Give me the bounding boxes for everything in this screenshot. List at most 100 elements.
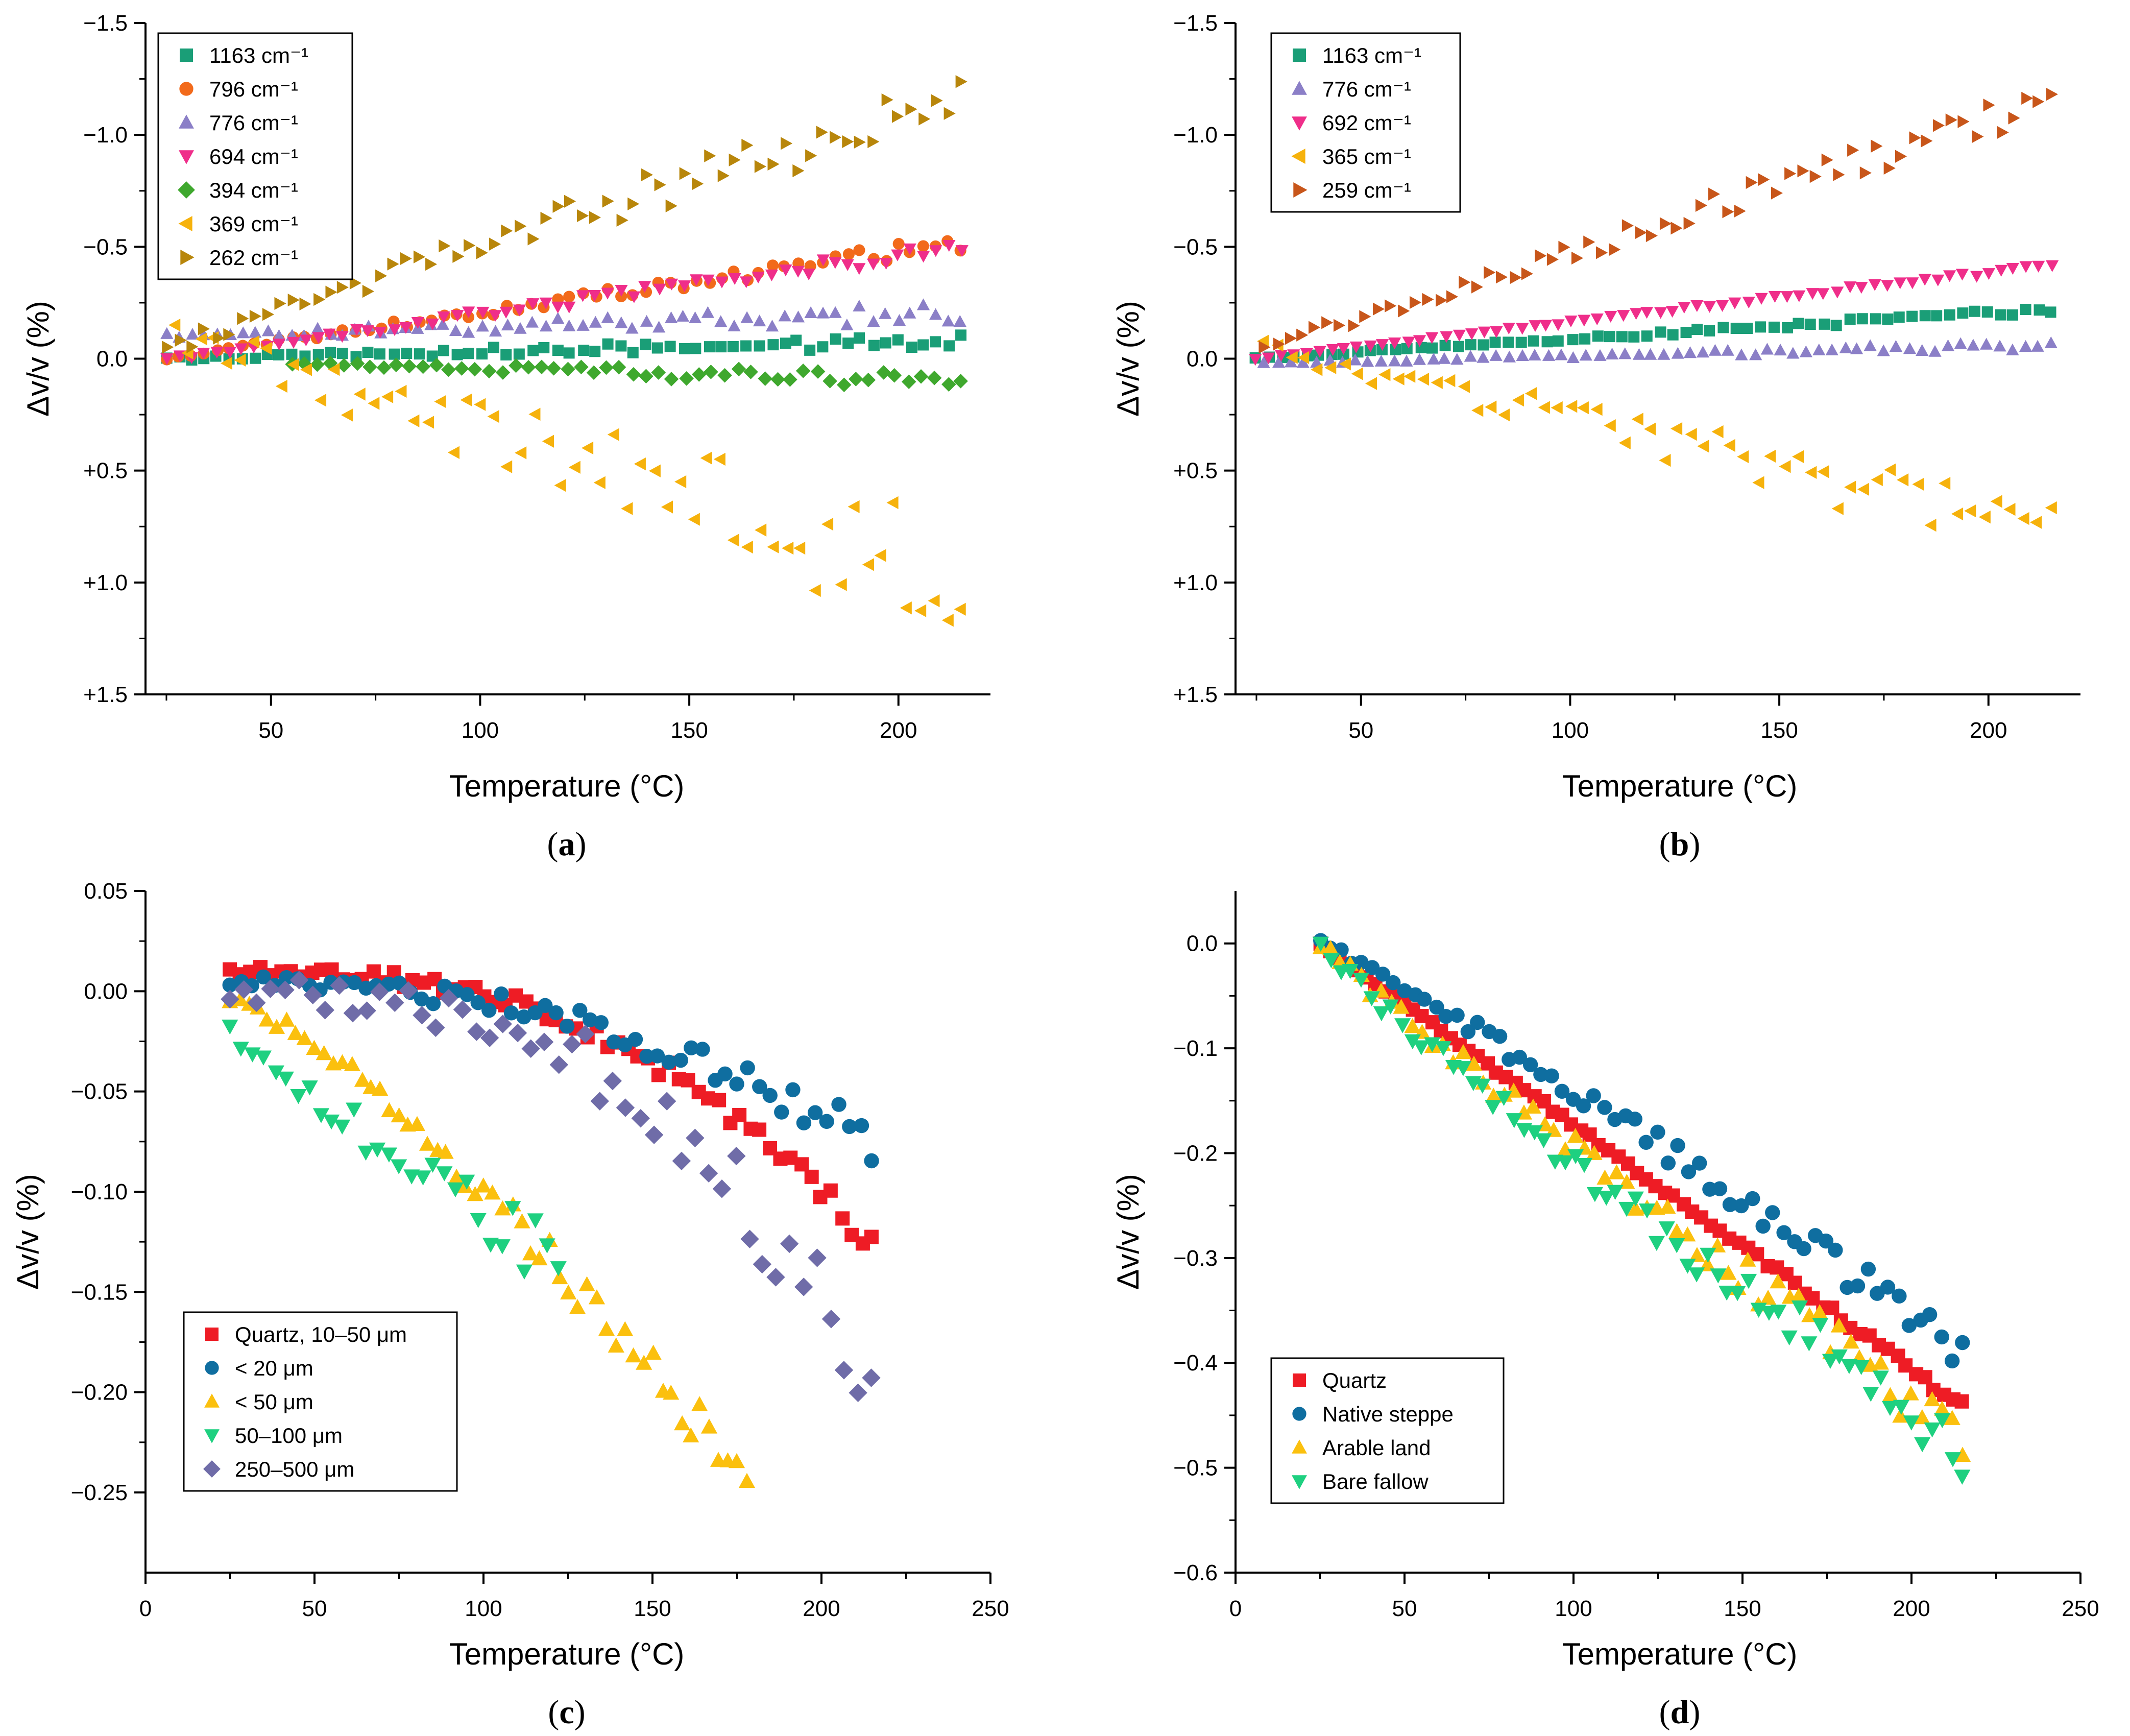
data-point: [848, 500, 860, 513]
data-point: [374, 348, 385, 360]
data-point: [1688, 1247, 1706, 1262]
data-point: [752, 1122, 767, 1137]
data-point: [1378, 368, 1391, 381]
data-point: [805, 149, 817, 162]
y-tick-label: −0.3: [1173, 1246, 1218, 1271]
data-point: [1797, 164, 1809, 178]
data-point: [2020, 304, 2031, 316]
data-point: [399, 322, 413, 334]
data-point: [941, 315, 955, 327]
data-point: [1524, 1098, 1542, 1114]
legend-label: 262 cm⁻¹: [209, 246, 298, 270]
data-point: [268, 1065, 284, 1080]
data-point: [313, 293, 326, 306]
panel-d: 0 50 100 150 200 250 0.0 −0.1 −0.2 −0.3 −0.4 −0.5 −0…: [1111, 891, 2099, 1731]
data-point: [589, 316, 602, 328]
data-point: [880, 337, 891, 349]
y-tick-label: −1.5: [83, 11, 128, 36]
data-point: [1465, 339, 1477, 351]
data-point: [1721, 344, 1734, 356]
y-tick-label: 0.00: [84, 979, 128, 1004]
legend-marker: [180, 250, 195, 265]
data-point: [1818, 1233, 1834, 1249]
data-point: [802, 268, 815, 281]
y-tick-label: −0.5: [1173, 234, 1218, 259]
data-point: [608, 1337, 624, 1353]
data-point: [1296, 328, 1309, 342]
data-point: [514, 322, 527, 334]
data-point: [419, 1136, 436, 1151]
data-point: [1863, 339, 1877, 351]
data-point: [602, 195, 614, 208]
data-point: [640, 339, 651, 350]
data-point: [1822, 1354, 1839, 1369]
y-tick-label: +1.5: [1173, 682, 1218, 707]
data-point: [1489, 336, 1501, 348]
data-point: [903, 243, 916, 255]
data-point: [1297, 351, 1310, 365]
data-point: [488, 342, 499, 353]
data-point: [1489, 349, 1503, 361]
data-point: [1257, 334, 1269, 348]
data-point: [616, 213, 628, 227]
data-point: [1805, 466, 1817, 479]
data-point: [1812, 343, 1826, 355]
data-point: [1554, 1083, 1570, 1099]
data-point: [389, 357, 404, 372]
data-point: [413, 1006, 431, 1025]
y-tick-label: −0.5: [1173, 1456, 1218, 1481]
data-point: [453, 1000, 472, 1019]
data-point: [1856, 313, 1868, 325]
data-point: [232, 1042, 249, 1057]
panel-label: (d): [1659, 1694, 1701, 1731]
x-tick-label: 150: [634, 1596, 671, 1621]
data-point: [1566, 351, 1580, 363]
x-tick-label: 250: [972, 1596, 1009, 1621]
data-point: [222, 977, 237, 993]
data-point: [795, 363, 811, 378]
y-tick-label: −0.10: [71, 1179, 128, 1204]
data-point: [717, 1066, 733, 1081]
data-point: [954, 602, 966, 616]
data-point: [1429, 999, 1444, 1015]
data-point: [1515, 336, 1527, 348]
data-point: [1485, 400, 1497, 414]
data-point: [648, 464, 661, 477]
data-point: [1545, 1122, 1562, 1137]
data-point: [1621, 219, 1634, 232]
data-point: [699, 1164, 718, 1183]
data-point: [1799, 345, 1813, 357]
data-point: [627, 1031, 643, 1047]
data-point: [867, 135, 880, 149]
data-point: [1417, 992, 1432, 1007]
data-point: [1424, 1037, 1441, 1052]
data-point: [542, 435, 554, 448]
data-point: [1972, 130, 1984, 143]
data-points: [1249, 88, 2059, 532]
data-point: [1596, 246, 1608, 259]
data-point: [1382, 999, 1399, 1015]
data-point: [1567, 334, 1579, 346]
legend: 1163 cm⁻¹ 776 cm⁻¹ 692 cm⁻¹ 365 cm⁻¹ 259 cm⁻…: [1270, 32, 1461, 213]
data-point: [387, 257, 399, 271]
data-point: [1417, 373, 1429, 386]
data-point: [223, 328, 235, 341]
data-point: [1809, 170, 1822, 183]
data-point: [1924, 1422, 1941, 1438]
data-point: [819, 1114, 834, 1129]
data-point: [1681, 1164, 1697, 1179]
data-point: [362, 359, 377, 374]
data-point: [1597, 1100, 1612, 1115]
legend-marker: [178, 181, 195, 199]
series-4: [160, 240, 969, 365]
data-point: [1770, 1273, 1786, 1289]
data-point: [1903, 342, 1917, 354]
data-point: [451, 349, 463, 360]
data-point: [905, 103, 917, 116]
data-point: [452, 250, 465, 263]
data-point: [1552, 335, 1564, 347]
data-point: [1828, 1242, 1843, 1258]
data-point: [1882, 1387, 1899, 1402]
data-point: [564, 195, 576, 208]
data-point: [704, 365, 718, 379]
